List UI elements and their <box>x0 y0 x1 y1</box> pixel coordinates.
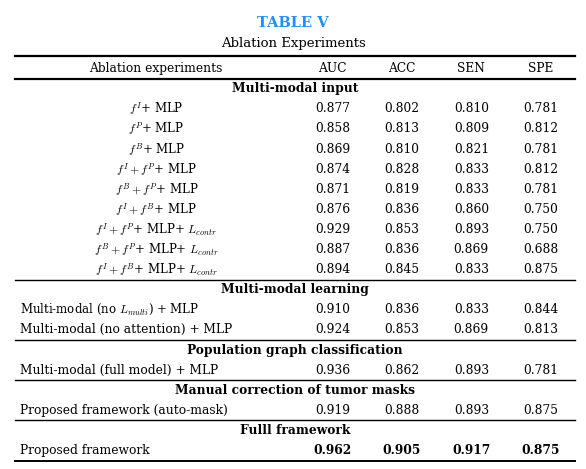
Text: 0.688: 0.688 <box>523 243 558 256</box>
Text: 0.893: 0.893 <box>454 404 489 417</box>
Text: $f^I + f^P$+ MLP: $f^I + f^P$+ MLP <box>116 161 197 178</box>
Text: 0.869: 0.869 <box>315 143 350 156</box>
Text: 0.853: 0.853 <box>384 324 420 336</box>
Text: Proposed framework (auto-mask): Proposed framework (auto-mask) <box>21 404 228 417</box>
Text: $f^B + f^P$+ MLP: $f^B + f^P$+ MLP <box>114 181 198 198</box>
Text: Fulll framework: Fulll framework <box>240 424 350 437</box>
Text: Ablation experiments: Ablation experiments <box>90 62 223 75</box>
Text: 0.833: 0.833 <box>454 163 489 176</box>
Text: 0.813: 0.813 <box>384 122 420 136</box>
Text: Ablation Experiments: Ablation Experiments <box>220 37 366 50</box>
Text: 0.836: 0.836 <box>384 243 420 256</box>
Text: 0.781: 0.781 <box>523 363 558 377</box>
Text: 0.781: 0.781 <box>523 143 558 156</box>
Text: 0.875: 0.875 <box>523 404 558 417</box>
Text: Proposed framework: Proposed framework <box>21 444 150 457</box>
Text: 0.877: 0.877 <box>315 102 350 115</box>
Text: ACC: ACC <box>389 62 415 75</box>
Text: 0.781: 0.781 <box>523 183 558 196</box>
Text: 0.833: 0.833 <box>454 183 489 196</box>
Text: 0.893: 0.893 <box>454 223 489 236</box>
Text: 0.844: 0.844 <box>523 303 558 316</box>
Text: 0.810: 0.810 <box>454 102 489 115</box>
Text: 0.929: 0.929 <box>315 223 350 236</box>
Text: 0.876: 0.876 <box>315 203 350 216</box>
Text: TABLE V: TABLE V <box>257 16 329 30</box>
Text: 0.869: 0.869 <box>454 324 489 336</box>
Text: 0.845: 0.845 <box>384 263 420 276</box>
Text: 0.875: 0.875 <box>523 263 558 276</box>
Text: Manual correction of tumor masks: Manual correction of tumor masks <box>175 384 415 397</box>
Text: 0.869: 0.869 <box>454 243 489 256</box>
Text: Multi-modal (no attention) + MLP: Multi-modal (no attention) + MLP <box>21 324 233 336</box>
Text: $f^I + f^P$+ MLP+ $L_{contr}$: $f^I + f^P$+ MLP+ $L_{contr}$ <box>96 221 217 238</box>
Text: 0.887: 0.887 <box>315 243 350 256</box>
Text: 0.919: 0.919 <box>315 404 350 417</box>
Text: 0.962: 0.962 <box>314 444 352 457</box>
Text: 0.833: 0.833 <box>454 303 489 316</box>
Text: $f^B + f^P$+ MLP+ $L_{contr}$: $f^B + f^P$+ MLP+ $L_{contr}$ <box>94 241 219 258</box>
Text: 0.781: 0.781 <box>523 102 558 115</box>
Text: Multi-modal learning: Multi-modal learning <box>221 283 369 296</box>
Text: 0.812: 0.812 <box>523 163 558 176</box>
Text: $f^P$+ MLP: $f^P$+ MLP <box>128 121 184 137</box>
Text: Multi-modal (full model) + MLP: Multi-modal (full model) + MLP <box>21 363 219 377</box>
Text: 0.936: 0.936 <box>315 363 350 377</box>
Text: 0.812: 0.812 <box>523 122 558 136</box>
Text: 0.750: 0.750 <box>523 203 558 216</box>
Text: 0.874: 0.874 <box>315 163 350 176</box>
Text: 0.813: 0.813 <box>523 324 558 336</box>
Text: $f^I + f^B$+ MLP: $f^I + f^B$+ MLP <box>115 201 197 218</box>
Text: 0.924: 0.924 <box>315 324 350 336</box>
Text: 0.810: 0.810 <box>384 143 420 156</box>
Text: 0.917: 0.917 <box>452 444 490 457</box>
Text: 0.905: 0.905 <box>383 444 421 457</box>
Text: 0.821: 0.821 <box>454 143 489 156</box>
Text: 0.833: 0.833 <box>454 263 489 276</box>
Text: $f^B$+ MLP: $f^B$+ MLP <box>128 141 185 158</box>
Text: 0.894: 0.894 <box>315 263 350 276</box>
Text: 0.893: 0.893 <box>454 363 489 377</box>
Text: 0.858: 0.858 <box>315 122 350 136</box>
Text: 0.828: 0.828 <box>384 163 420 176</box>
Text: SEN: SEN <box>458 62 485 75</box>
Text: Multi-modal (no $L_{multi}$) + MLP: Multi-modal (no $L_{multi}$) + MLP <box>21 303 200 318</box>
Text: 0.836: 0.836 <box>384 303 420 316</box>
Text: Multi-modal input: Multi-modal input <box>232 82 358 95</box>
Text: 0.888: 0.888 <box>384 404 420 417</box>
Text: 0.910: 0.910 <box>315 303 350 316</box>
Text: 0.819: 0.819 <box>384 183 420 196</box>
Text: Population graph classification: Population graph classification <box>188 343 403 356</box>
Text: 0.809: 0.809 <box>454 122 489 136</box>
Text: 0.750: 0.750 <box>523 223 558 236</box>
Text: $f^I + f^B$+ MLP+ $L_{contr}$: $f^I + f^B$+ MLP+ $L_{contr}$ <box>95 261 218 278</box>
Text: 0.862: 0.862 <box>384 363 420 377</box>
Text: 0.802: 0.802 <box>384 102 420 115</box>
Text: 0.871: 0.871 <box>315 183 350 196</box>
Text: SPE: SPE <box>528 62 553 75</box>
Text: 0.853: 0.853 <box>384 223 420 236</box>
Text: AUC: AUC <box>318 62 347 75</box>
Text: 0.860: 0.860 <box>454 203 489 216</box>
Text: 0.875: 0.875 <box>522 444 560 457</box>
Text: 0.836: 0.836 <box>384 203 420 216</box>
Text: $f^I$+ MLP: $f^I$+ MLP <box>129 100 183 117</box>
